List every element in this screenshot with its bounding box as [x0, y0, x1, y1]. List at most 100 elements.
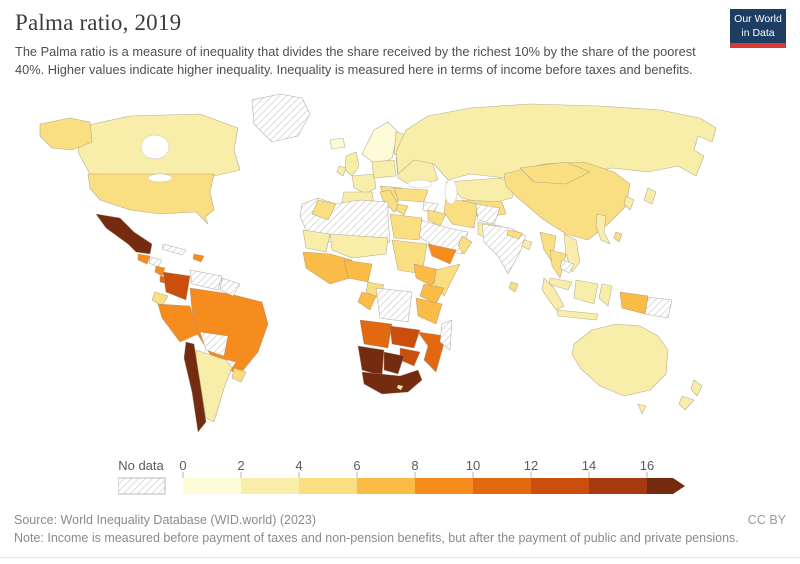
map-country-russia[interactable]: [395, 103, 717, 181]
map-country-cambodia-laos[interactable]: [559, 259, 575, 274]
legend-tick-label: 0: [179, 458, 186, 473]
legend-bin[interactable]: [589, 478, 647, 494]
map-country-mali-niger-chad[interactable]: [329, 233, 389, 259]
map-country-nepal[interactable]: [506, 229, 523, 240]
map-country-honduras[interactable]: [148, 256, 163, 268]
map-country-usa[interactable]: [87, 173, 215, 225]
map-country-uruguay[interactable]: [231, 367, 247, 383]
license-label[interactable]: CC BY: [747, 513, 786, 527]
map-country-central-europe[interactable]: [371, 159, 397, 179]
map-country-guianas[interactable]: [219, 277, 241, 297]
map-country-mexico[interactable]: [95, 213, 153, 255]
map-country-afghanistan[interactable]: [475, 203, 501, 225]
footnote: Note: Income is measured before payment …: [14, 531, 739, 545]
map-country-mongolia[interactable]: [519, 161, 591, 185]
map-country-zambia[interactable]: [389, 325, 421, 349]
legend-tick-label: 8: [411, 458, 418, 473]
map-country-angola[interactable]: [359, 319, 393, 349]
map-country-united-kingdom[interactable]: [344, 151, 360, 177]
map-legend: No data 0 2 4 6 8 10 12 14 16: [118, 458, 685, 495]
map-country-cuba[interactable]: [161, 243, 187, 256]
map-country-turkey[interactable]: [393, 187, 429, 203]
world-map: [39, 93, 717, 433]
chart-subtitle: The Palma ratio is a measure of inequali…: [15, 44, 696, 78]
map-country-greenland[interactable]: [251, 93, 311, 143]
owid-logo-line1: Our World: [734, 13, 782, 25]
map-country-borneo[interactable]: [573, 279, 599, 305]
legend-tick-label: 4: [295, 458, 302, 473]
legend-no-data-label: No data: [118, 458, 164, 473]
map-country-yemen[interactable]: [427, 243, 457, 265]
map-country-new-zealand-north[interactable]: [690, 379, 703, 397]
legend-tick-label: 2: [237, 458, 244, 473]
map-country-papua-new-guinea[interactable]: [644, 296, 673, 319]
map-country-colombia[interactable]: [162, 271, 191, 301]
map-country-madagascar[interactable]: [439, 319, 453, 351]
map-country-java[interactable]: [556, 309, 599, 321]
map-country-peru[interactable]: [157, 303, 199, 343]
map-country-west-papua[interactable]: [619, 291, 649, 315]
map-country-west-africa[interactable]: [302, 251, 353, 285]
map-country-morocco[interactable]: [311, 199, 337, 221]
map-country-oman[interactable]: [457, 235, 473, 255]
legend-bin-open-ended[interactable]: [647, 478, 685, 494]
map-country-namibia[interactable]: [357, 345, 385, 377]
map-country-philippines[interactable]: [595, 213, 611, 245]
hudson-bay: [140, 134, 170, 160]
map-country-south-africa[interactable]: [361, 369, 423, 395]
legend-tick-label: 6: [353, 458, 360, 473]
map-country-venezuela[interactable]: [189, 269, 223, 291]
map-country-alaska[interactable]: [39, 117, 93, 151]
map-country-ireland[interactable]: [336, 165, 347, 177]
map-country-lesotho[interactable]: [396, 384, 404, 391]
map-country-taiwan[interactable]: [613, 231, 623, 243]
map-country-bolivia[interactable]: [199, 331, 229, 357]
map-country-bangladesh[interactable]: [521, 239, 533, 251]
owid-logo[interactable]: Our World in Data: [730, 9, 786, 49]
map-country-nicaragua[interactable]: [154, 265, 166, 277]
map-country-japan[interactable]: [643, 187, 657, 205]
map-country-new-zealand-south[interactable]: [678, 395, 695, 411]
map-country-gabon-congo[interactable]: [357, 291, 377, 311]
map-country-tanzania[interactable]: [415, 297, 443, 325]
map-country-thailand[interactable]: [549, 249, 567, 279]
map-country-chile[interactable]: [183, 341, 207, 433]
legend-bin[interactable]: [473, 478, 531, 494]
map-country-vietnam[interactable]: [563, 233, 581, 273]
map-country-iran[interactable]: [443, 197, 479, 229]
map-country-south-korea[interactable]: [623, 195, 635, 211]
map-country-dr-congo[interactable]: [375, 287, 413, 323]
legend-tick-label: 16: [640, 458, 654, 473]
map-country-greece[interactable]: [395, 203, 409, 216]
owid-logo-line2: in Data: [741, 26, 775, 39]
map-country-india[interactable]: [481, 223, 527, 275]
map-country-dominican-republic[interactable]: [192, 253, 205, 263]
legend-bin[interactable]: [357, 478, 415, 494]
page-title: Palma ratio, 2019: [15, 10, 182, 35]
legend-tick-label: 14: [582, 458, 596, 473]
legend-no-data-swatch[interactable]: [118, 477, 166, 495]
great-lakes: [147, 173, 173, 183]
map-country-botswana[interactable]: [383, 351, 405, 375]
map-country-kazakhstan[interactable]: [445, 177, 517, 205]
map-country-guatemala[interactable]: [137, 253, 151, 265]
legend-bin[interactable]: [415, 478, 473, 494]
map-country-tasmania[interactable]: [637, 403, 647, 415]
legend-bin[interactable]: [183, 478, 241, 494]
map-country-sulawesi[interactable]: [598, 283, 613, 307]
black-sea: [407, 179, 433, 189]
map-country-norway-sweden[interactable]: [361, 121, 399, 167]
source-note: Source: World Inequality Database (WID.w…: [14, 513, 316, 527]
map-country-iceland[interactable]: [329, 137, 346, 150]
map-country-egypt[interactable]: [389, 213, 423, 241]
map-country-sri-lanka[interactable]: [508, 281, 519, 293]
map-country-australia[interactable]: [571, 323, 669, 397]
legend-bin[interactable]: [299, 478, 357, 494]
legend-bin[interactable]: [241, 478, 299, 494]
map-country-sumatra[interactable]: [541, 277, 565, 311]
legend-bin[interactable]: [531, 478, 589, 494]
map-country-mauritania[interactable]: [302, 229, 331, 253]
map-country-france[interactable]: [351, 173, 377, 195]
map-country-malaysia[interactable]: [548, 277, 573, 291]
